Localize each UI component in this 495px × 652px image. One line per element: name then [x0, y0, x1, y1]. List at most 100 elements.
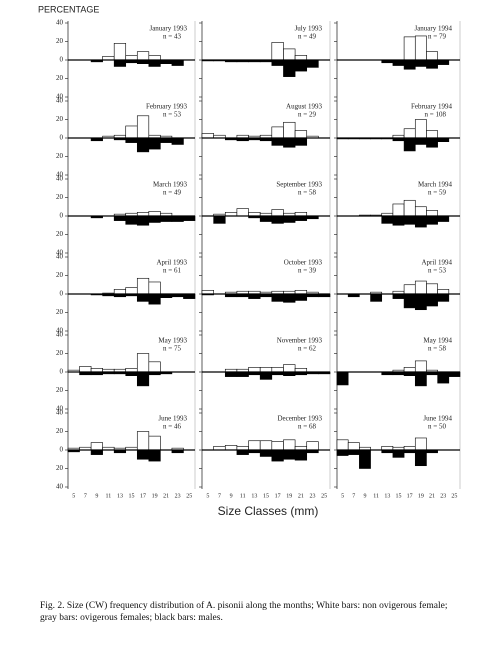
x-tick-label: 15 — [263, 493, 269, 499]
y-tick-label: 40 — [56, 249, 64, 257]
y-tick-label: 20 — [56, 427, 64, 435]
bar — [283, 121, 296, 139]
x-axis-label: Size Classes (mm) — [218, 504, 319, 518]
x-tick-label: 19 — [418, 493, 424, 499]
bar — [201, 133, 214, 139]
panel-title: June 1993 — [158, 415, 187, 423]
x-tick-label: 5 — [206, 493, 209, 499]
bar — [437, 215, 450, 222]
bar — [148, 293, 161, 305]
x-tick-label: 13 — [384, 493, 390, 499]
bar — [183, 215, 196, 221]
bar — [271, 59, 284, 66]
bar — [148, 55, 161, 61]
chart: PERCENTAGE Size Classes (mm) 40 20 0 20 40 Ja… — [38, 4, 461, 518]
x-tick-label: 23 — [175, 493, 181, 499]
y-axis-label: PERCENTAGE — [38, 4, 99, 14]
bar — [403, 36, 416, 61]
panel-title: March 1993 — [153, 181, 188, 189]
panel-subtitle: n = 53 — [163, 111, 181, 119]
bar — [79, 366, 92, 373]
y-tick-label: 40 — [56, 483, 64, 491]
x-tick-label: 5 — [72, 493, 75, 499]
x-tick-label: 25 — [321, 493, 327, 499]
y-tick-label: 20 — [56, 308, 64, 316]
y-tick-label: 20 — [56, 230, 64, 238]
panel-title: May 1994 — [423, 337, 452, 345]
panel-subtitle: n = 46 — [163, 423, 181, 431]
bar — [437, 59, 450, 65]
bar — [259, 440, 273, 451]
y-tick-label: 0 — [60, 56, 64, 64]
bar — [414, 215, 427, 228]
bar — [259, 215, 273, 222]
bar — [136, 51, 150, 61]
x-tick-label: 21 — [163, 493, 169, 499]
bar — [125, 55, 138, 61]
bar — [294, 137, 308, 146]
bar — [125, 125, 138, 139]
panel-title: May 1993 — [158, 337, 187, 345]
panel-subtitle: n = 68 — [298, 423, 316, 431]
x-tick-label: 9 — [363, 493, 366, 499]
bar — [403, 293, 416, 309]
x-tick-label: 23 — [440, 493, 446, 499]
bar — [336, 439, 349, 451]
bar — [125, 287, 138, 295]
bar — [370, 293, 383, 302]
y-tick-label: 40 — [56, 409, 64, 417]
bar — [336, 449, 349, 456]
y-tick-label: 40 — [56, 253, 64, 261]
bar — [283, 439, 296, 451]
bar — [160, 137, 173, 143]
bar — [113, 43, 127, 61]
bar — [426, 51, 438, 61]
y-tick-label: 20 — [56, 152, 64, 160]
bar — [148, 59, 161, 67]
bar — [136, 353, 150, 373]
panel-title: February 1994 — [411, 103, 453, 111]
bar — [437, 293, 450, 302]
panel-subtitle: n = 53 — [428, 267, 446, 275]
x-tick-label: 17 — [407, 493, 413, 499]
bar — [171, 215, 184, 222]
x-tick-label: 7 — [218, 493, 221, 499]
bar — [426, 293, 438, 307]
bar — [414, 360, 427, 373]
bar — [392, 293, 405, 299]
y-tick-label: 0 — [60, 134, 64, 142]
panel-title: January 1993 — [149, 25, 187, 33]
caption: Fig. 2. Size (CW) frequency distribution… — [40, 601, 448, 623]
bar — [213, 215, 226, 224]
bar — [306, 441, 319, 451]
panel-subtitle: n = 61 — [163, 267, 181, 275]
bar — [426, 215, 438, 225]
bar — [271, 293, 284, 302]
y-tick-label: 40 — [56, 405, 64, 413]
panel-title: August 1993 — [286, 103, 322, 111]
bar — [183, 293, 196, 299]
y-tick-label: 0 — [60, 368, 64, 376]
bar — [248, 367, 261, 373]
panel-title: June 1994 — [423, 415, 452, 423]
bar — [271, 449, 284, 462]
bar — [403, 215, 416, 225]
bar — [148, 137, 161, 150]
bar — [392, 215, 405, 226]
x-tick-label: 9 — [95, 493, 98, 499]
bar — [426, 59, 438, 69]
panel-subtitle: n = 50 — [428, 423, 446, 431]
panel-subtitle: n = 43 — [163, 33, 181, 41]
panel-title: April 1994 — [421, 259, 452, 267]
x-tick-label: 11 — [106, 493, 112, 499]
x-tick-label: 11 — [373, 493, 379, 499]
bar — [283, 59, 296, 77]
bar — [136, 115, 150, 139]
bar — [271, 441, 284, 451]
bar — [336, 371, 349, 386]
bar — [236, 371, 249, 377]
y-tick-label: 40 — [56, 331, 64, 339]
bar — [392, 203, 405, 217]
x-tick-label: 17 — [275, 493, 281, 499]
x-tick-label: 17 — [140, 493, 146, 499]
